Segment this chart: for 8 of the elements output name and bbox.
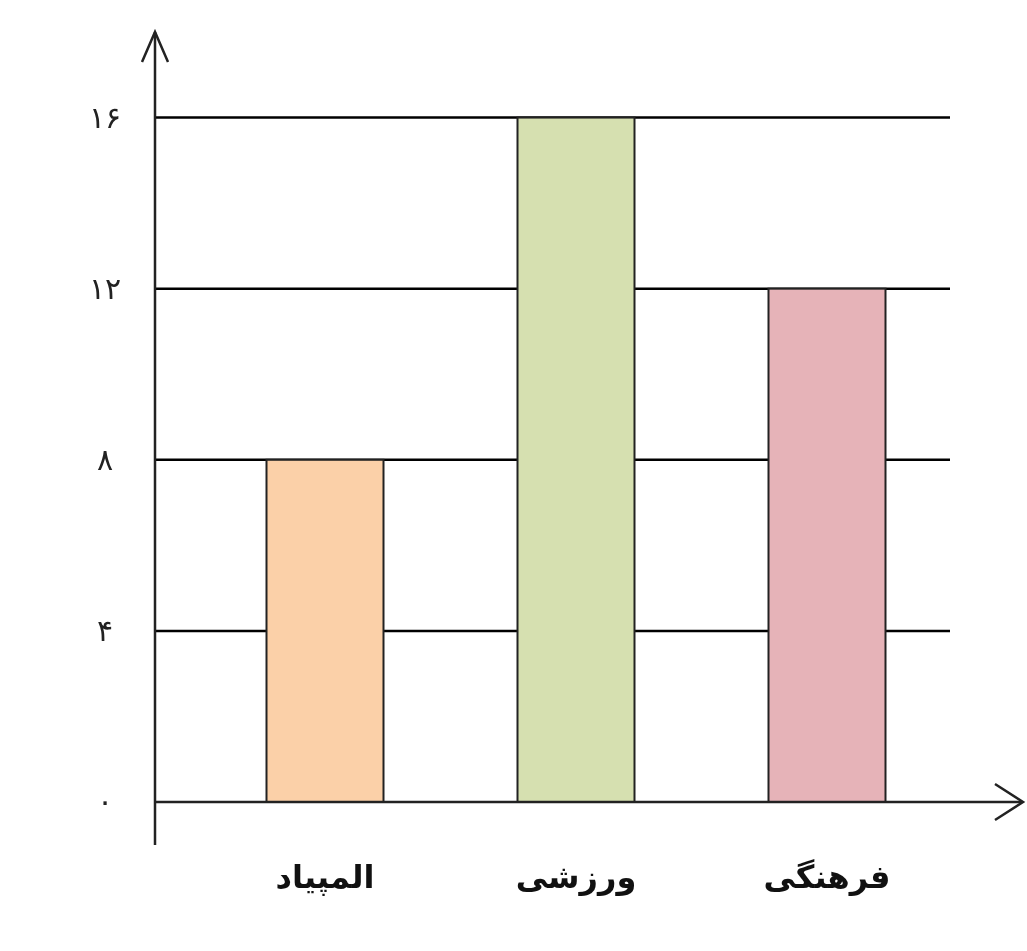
- y-tick-label: ۱۶: [88, 99, 122, 135]
- y-tick-label: ۸: [96, 441, 114, 477]
- y-tick-label: ۰: [96, 784, 114, 819]
- x-tick-label: فرهنگی: [763, 858, 891, 896]
- y-tick-label: ۴: [96, 612, 114, 648]
- x-tick-label: المپیاد: [275, 858, 375, 896]
- x-tick-label: ورزشی: [515, 858, 637, 896]
- y-tick-label: ۱۲: [88, 270, 122, 306]
